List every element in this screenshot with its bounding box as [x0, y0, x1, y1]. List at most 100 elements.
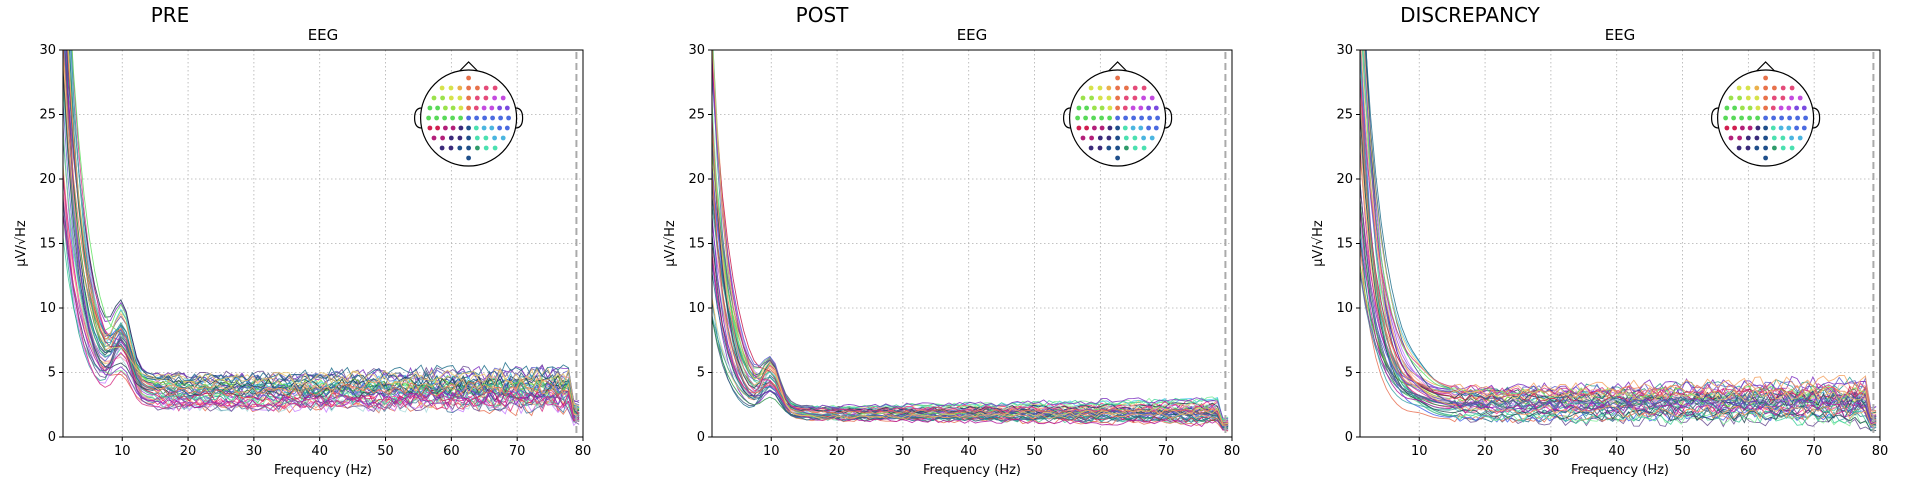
sensor-dot — [439, 145, 445, 151]
sensor-dot — [442, 115, 447, 121]
sensor-dot — [1763, 105, 1768, 111]
sensor-dot — [497, 125, 502, 131]
channel-trace — [71, 50, 580, 423]
channel-trace — [712, 63, 1229, 429]
x-tick-label: 40 — [960, 444, 977, 459]
sensor-dot — [492, 95, 497, 101]
channel-trace — [1364, 50, 1877, 426]
sensor-dot — [448, 135, 454, 141]
channel-trace — [71, 50, 580, 416]
sensor-dot — [1780, 85, 1786, 91]
sensor-dot — [1123, 95, 1129, 101]
sensor-dot — [448, 85, 454, 91]
sensor-dot — [458, 105, 464, 111]
channel-trace — [1360, 105, 1877, 431]
sensor-dot — [1740, 125, 1745, 131]
y-tick-label: 15 — [1336, 237, 1353, 252]
y-tick-label: 25 — [688, 108, 705, 123]
sensor-dot — [458, 125, 464, 131]
channel-trace — [1361, 50, 1877, 422]
channel-trace — [64, 50, 580, 414]
y-tick-label: 5 — [1345, 366, 1353, 381]
sensor-dot — [1141, 135, 1146, 141]
sensor-dot — [1130, 125, 1136, 131]
x-axis-label: Frequency (Hz) — [274, 463, 372, 478]
sensor-dot — [1097, 85, 1103, 91]
sensor-dot — [1797, 95, 1803, 101]
sensor-dot — [1124, 85, 1129, 91]
channel-trace — [1360, 270, 1877, 420]
sensor-dot — [1124, 145, 1129, 151]
channel-trace — [1363, 50, 1877, 420]
sensor-dot — [504, 125, 510, 131]
channel-trace — [712, 196, 1229, 426]
psd-traces — [63, 50, 580, 427]
sensor-dot — [450, 115, 455, 121]
sensor-dot — [1778, 125, 1784, 131]
x-tick-label: 60 — [443, 444, 460, 459]
sensor-dot — [1106, 85, 1112, 91]
sensor-dot — [1755, 105, 1761, 111]
channel-trace — [63, 197, 580, 425]
channel-trace — [712, 114, 1229, 422]
left-ear-icon — [413, 107, 422, 129]
sensor-dot — [1780, 95, 1786, 101]
channel-trace — [69, 50, 580, 413]
sensor-dot — [1088, 85, 1094, 91]
channel-trace — [1363, 50, 1877, 421]
sensor-dot — [1130, 105, 1136, 111]
sensor-dot — [1736, 85, 1742, 91]
sensor-dot — [1772, 145, 1777, 151]
sensor-dot — [1084, 105, 1089, 111]
sensor-dot — [466, 145, 471, 151]
channel-trace — [712, 130, 1229, 427]
sensor-dot — [443, 105, 448, 111]
sensor-layout-head — [1710, 61, 1821, 167]
sensor-dot — [474, 135, 480, 141]
sensor-dot — [1131, 115, 1136, 121]
channel-trace — [69, 50, 580, 412]
y-tick-label: 30 — [39, 43, 56, 58]
x-axis-label: Frequency (Hz) — [1571, 463, 1669, 478]
sensor-dot — [1115, 105, 1120, 111]
channel-trace — [712, 224, 1229, 422]
sensor-dot — [490, 115, 495, 121]
sensor-dot — [1780, 145, 1786, 151]
sensor-dot — [1139, 115, 1144, 121]
x-tick-label: 70 — [1158, 444, 1175, 459]
channel-trace — [712, 124, 1229, 423]
sensor-dot — [1115, 95, 1120, 101]
channel-trace — [65, 50, 580, 420]
sensor-dot — [450, 125, 456, 131]
channel-trace — [1364, 50, 1877, 425]
sensor-dot — [1754, 95, 1760, 101]
sensor-dot — [492, 135, 497, 141]
y-tick-label: 5 — [697, 366, 705, 381]
sensor-dot — [1092, 125, 1097, 131]
sensor-dot — [1771, 115, 1776, 121]
sensor-dot — [1097, 95, 1103, 101]
sensor-dot — [1141, 85, 1147, 91]
channel-trace — [712, 128, 1229, 428]
x-tick-label: 60 — [1740, 444, 1757, 459]
sensor-dot — [481, 125, 487, 131]
panel-subtitle: EEG — [1605, 26, 1636, 44]
sensor-dot — [1724, 105, 1730, 111]
sensor-dot — [1737, 95, 1742, 101]
channel-trace — [63, 50, 580, 418]
sensor-dot — [439, 85, 445, 91]
sensor-dot — [1115, 145, 1120, 151]
channel-trace — [63, 214, 580, 422]
channel-trace — [1360, 148, 1877, 420]
x-tick-label: 50 — [1674, 444, 1691, 459]
channel-trace — [63, 164, 580, 409]
sensor-dot — [1132, 145, 1138, 151]
x-tick-label: 10 — [763, 444, 780, 459]
channel-trace — [712, 75, 1229, 428]
sensor-dot — [1763, 135, 1768, 141]
sensor-dot — [1149, 135, 1155, 141]
x-axis-label: Frequency (Hz) — [923, 463, 1021, 478]
y-tick-label: 10 — [688, 301, 705, 316]
sensor-dot — [1132, 135, 1138, 141]
x-tick-label: 40 — [311, 444, 328, 459]
